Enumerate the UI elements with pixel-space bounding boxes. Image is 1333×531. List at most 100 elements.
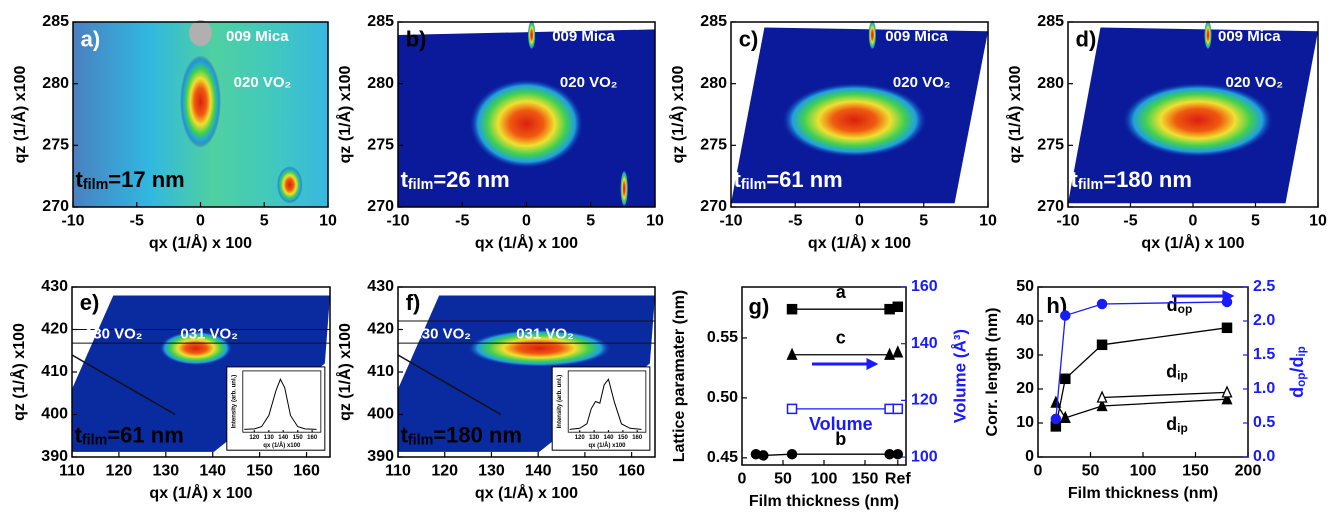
thickness-label: tfilm=61 nm [734, 167, 843, 193]
x-tick-label: 140 [603, 435, 614, 441]
x-tick-label: -5 [1123, 213, 1137, 230]
x-tick-label: 0 [738, 471, 747, 488]
x-tick-label: 10 [646, 213, 664, 230]
data-point [786, 303, 798, 315]
y-tick-label: 420 [367, 321, 394, 338]
thickness-label: tfilm=180 nm [401, 422, 522, 448]
y-tick-label: 430 [367, 278, 394, 295]
x-tick-label: Ref [885, 471, 911, 488]
x-tick-label: -5 [130, 213, 144, 230]
data-point [786, 347, 798, 360]
y-axis-label: qz (1/Å) x100 [10, 65, 29, 163]
y-tick-label: 0.55 [707, 329, 738, 346]
x-tick-label: 160 [618, 463, 645, 480]
y2-tick-label: 1.5 [1253, 346, 1275, 363]
series-line [755, 453, 890, 457]
y-tick-label: 400 [41, 406, 68, 423]
intensity-blob [1123, 83, 1273, 158]
x-tick-label: 50 [774, 471, 792, 488]
y-tick-label: 285 [1037, 13, 1064, 30]
x-tick-label: 0 [855, 213, 864, 230]
x-axis-label: qx (1/Å) x100 [263, 442, 301, 449]
series-label-part: op [1178, 302, 1193, 316]
y-tick-label: 280 [1037, 75, 1064, 92]
intensity-blob [180, 55, 221, 148]
thickness-label-part: =61 nm [107, 422, 183, 447]
series-label: b [835, 429, 846, 449]
data-point [892, 403, 904, 415]
series-label: c [836, 327, 846, 347]
x-tick-label: -10 [61, 213, 84, 230]
x-tick-label: 50 [1082, 463, 1100, 480]
y2-tick-label: 140 [911, 335, 938, 352]
intensity-blob [527, 20, 536, 50]
thickness-label-part: film [408, 177, 433, 193]
data-point [1096, 339, 1108, 351]
x-tick-label: 110 [385, 463, 411, 480]
y-tick-label: 20 [1016, 380, 1034, 397]
series-label-part: ip [1177, 368, 1188, 382]
y2-tick-label: 2.5 [1253, 278, 1275, 295]
thickness-label-part: t [75, 422, 83, 447]
y2-axis-label-part: op [1295, 373, 1308, 387]
x-tick-label: 5 [1251, 213, 1260, 230]
x-tick-label: 150 [852, 471, 879, 488]
y-axis-label: Corr. length (nm) [984, 308, 1001, 437]
y2-axis-label: Volume (Å³) [950, 329, 969, 423]
y2-tick-label: 1.0 [1253, 380, 1275, 397]
intensity-profile [569, 378, 642, 430]
y-tick-label: 280 [367, 75, 394, 92]
x-tick-label: 160 [293, 463, 320, 480]
x-axis-label: Film thickness (nm) [1068, 485, 1218, 502]
y-tick-label: 30 [1016, 346, 1034, 363]
series-label-part: d [1166, 361, 1177, 381]
x-tick-label: 160 [632, 435, 643, 441]
y-tick-label: 270 [1037, 198, 1064, 215]
thickness-label-part: =180 nm [1103, 167, 1192, 192]
peak-annotation: 130 VO₂ [413, 326, 471, 343]
y-tick-label: 275 [1037, 137, 1064, 154]
x-tick-label: 120 [106, 463, 133, 480]
panel-label: e) [80, 290, 100, 315]
thickness-label-part: =180 nm [433, 422, 522, 447]
y-tick-label: 270 [42, 198, 69, 215]
data-point [892, 448, 904, 460]
y-tick-label: 270 [367, 198, 394, 215]
y2-axis-label-part: /d [1287, 357, 1307, 373]
x-tick-label: 100 [1130, 463, 1157, 480]
x-axis-label: qx (1/Å) x 100 [808, 233, 911, 252]
intensity-blob [620, 170, 629, 207]
x-tick-label: 150 [1182, 463, 1209, 480]
peak-annotation: 009 Mica [1218, 28, 1281, 45]
y-tick-label: 280 [42, 75, 69, 92]
data-point [1221, 296, 1233, 308]
peak-annotation: 020 VO₂ [560, 74, 618, 91]
x-tick-label: 10 [979, 213, 997, 230]
peak-annotation: 009 Mica [226, 28, 289, 45]
intensity-blob [469, 79, 584, 169]
peak-annotation: 130 VO₂ [85, 326, 143, 343]
x-tick-label: 150 [246, 463, 273, 480]
y2-tick-label: 100 [911, 448, 938, 465]
y2-axis-label-part: ip [1295, 346, 1308, 356]
series-label-part: d [1166, 414, 1177, 434]
data-point [884, 347, 896, 360]
y-axis-label: qz (1/Å) x100 [335, 65, 354, 163]
thickness-label-part: film [82, 433, 107, 449]
panel-label: b) [406, 26, 427, 51]
x-axis-label: qx (1/Å) x 100 [475, 233, 578, 252]
thickness-label-part: film [408, 433, 433, 449]
series-label: dip [1166, 361, 1188, 382]
x-tick-label: 130 [478, 463, 505, 480]
x-axis-label: qx (1/Å) x 100 [1141, 233, 1244, 252]
data-point [1059, 410, 1071, 424]
y-tick-label: 285 [42, 13, 69, 30]
y-tick-label: 10 [1016, 414, 1034, 431]
plot-frame [242, 370, 322, 433]
data-point [1221, 322, 1233, 334]
plot-frame [567, 370, 647, 433]
series-label-part: c [836, 327, 846, 347]
y-axis-label: Intensity (arb. unl.) [557, 375, 563, 429]
x-tick-label: 140 [278, 435, 289, 441]
